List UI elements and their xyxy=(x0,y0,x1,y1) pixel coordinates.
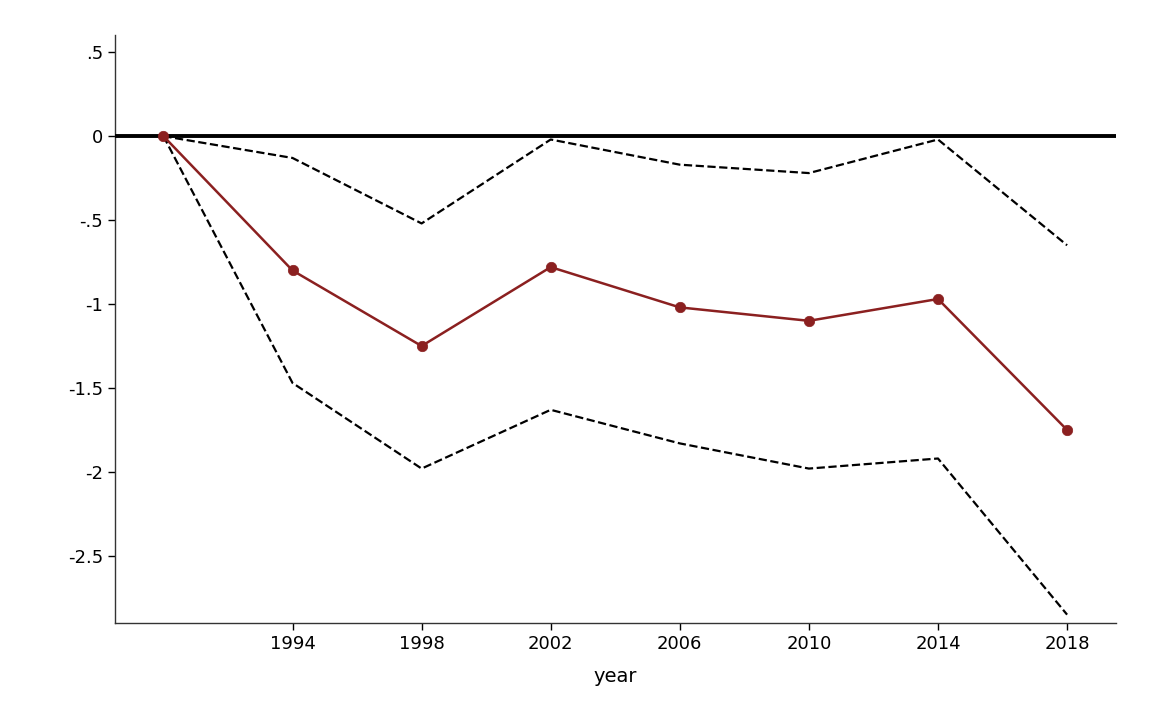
X-axis label: year: year xyxy=(593,667,637,686)
